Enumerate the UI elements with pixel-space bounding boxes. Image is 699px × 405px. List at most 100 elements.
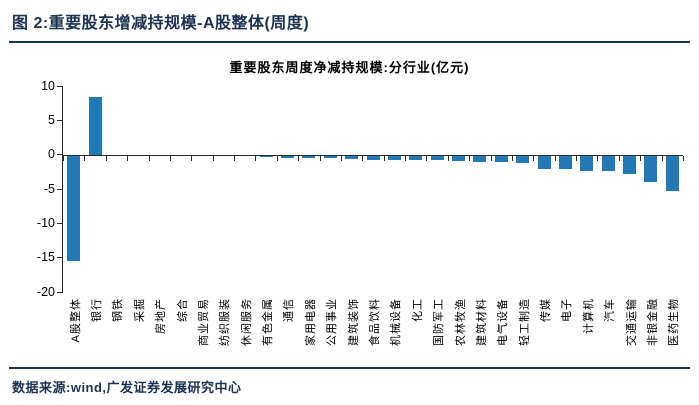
category-label: 采掘: [133, 298, 146, 322]
x-tick: [319, 155, 321, 161]
category-label: 公用事业: [326, 298, 339, 346]
x-tick: [362, 155, 364, 161]
bar: [494, 155, 508, 162]
category-label: 家用电器: [304, 298, 317, 346]
bar: [537, 155, 551, 169]
bar: [430, 155, 444, 161]
y-tick: [57, 257, 62, 259]
bar: [387, 155, 401, 160]
bar: [558, 155, 572, 170]
y-tick-label: 10: [41, 78, 55, 93]
x-tick: [661, 155, 663, 161]
y-tick: [57, 154, 62, 156]
y-tick-label: 0: [48, 147, 55, 162]
x-tick: [191, 155, 193, 161]
bar: [345, 155, 359, 160]
category-label: 商业贸易: [197, 298, 210, 346]
figure-title: 图 2:重要股东增减持规模-A股整体(周度): [12, 15, 310, 32]
category-label: 国防军工: [433, 298, 446, 346]
bar: [323, 155, 337, 159]
x-tick: [84, 155, 86, 161]
category-label: 交通运输: [625, 298, 638, 346]
x-tick: [255, 155, 257, 161]
category-label: 电子: [561, 298, 574, 322]
x-tick: [469, 155, 471, 161]
y-tick: [57, 188, 62, 190]
title-underline: [9, 41, 690, 43]
category-label: 医药生物: [668, 298, 681, 346]
category-label: 建筑材料: [475, 298, 488, 346]
bar: [580, 155, 594, 171]
category-label: 建筑装饰: [347, 298, 360, 346]
category-label: 钢铁: [112, 298, 125, 322]
y-tick: [57, 119, 62, 121]
plot-area: 10 5 0 -5 -10 -15 -20 A股整体 银行 钢铁 采掘 房地产 综合 商业贸易 纺织服装 休闲…: [37, 79, 684, 346]
x-axis-zero-line: [63, 154, 683, 156]
category-label: A股整体: [69, 298, 82, 343]
category-label: 有色金属: [262, 298, 275, 346]
y-tick: [57, 85, 62, 87]
category-label: 传媒: [540, 298, 553, 322]
x-tick: [576, 155, 578, 161]
y-tick-label: -15: [36, 250, 55, 265]
x-tick: [298, 155, 300, 161]
y-tick-label: -5: [43, 181, 55, 196]
x-tick: [533, 155, 535, 161]
category-label: 通信: [283, 298, 296, 322]
category-label: 化工: [411, 298, 424, 322]
category-label: 非银金融: [646, 298, 659, 346]
x-tick: [426, 155, 428, 161]
x-tick: [554, 155, 556, 161]
category-label: 食品饮料: [369, 298, 381, 346]
bar: [665, 155, 679, 192]
bar: [88, 96, 102, 155]
bar: [601, 155, 615, 172]
x-tick: [148, 155, 150, 161]
category-label: 轻工制造: [518, 298, 531, 346]
x-tick: [683, 155, 684, 161]
x-tick: [63, 155, 64, 161]
x-tick: [276, 155, 278, 161]
category-label: 农林牧渔: [454, 298, 467, 346]
chart-title: 重要股东周度净减持规模:分行业(亿元): [229, 60, 470, 75]
x-tick: [447, 155, 449, 161]
y-tick-label: -10: [36, 215, 55, 230]
category-label: 汽车: [604, 298, 617, 322]
category-label: 综合: [176, 298, 189, 322]
x-tick: [640, 155, 642, 161]
x-tick: [618, 155, 620, 161]
bar: [409, 155, 423, 161]
x-tick: [405, 155, 407, 161]
bar: [67, 155, 81, 261]
category-label: 休闲服务: [240, 298, 253, 346]
bar: [302, 155, 316, 159]
y-tick-label: -20: [36, 284, 55, 299]
bar: [516, 155, 530, 164]
bar: [280, 155, 294, 158]
y-tick-label: 5: [48, 112, 55, 127]
category-label: 机械设备: [390, 298, 403, 346]
y-tick: [57, 222, 62, 224]
source-divider: [9, 367, 690, 369]
x-tick: [383, 155, 385, 161]
x-tick: [105, 155, 107, 161]
bar: [452, 155, 466, 162]
x-tick: [169, 155, 171, 161]
source-text: 数据来源:wind,广发证券发展研究中心: [12, 380, 242, 395]
bar: [473, 155, 487, 162]
x-tick: [511, 155, 513, 161]
y-axis-line: [62, 86, 63, 293]
category-label: 电气设备: [497, 298, 510, 346]
category-label: 银行: [91, 298, 104, 322]
x-tick: [127, 155, 129, 161]
bar: [644, 155, 658, 183]
x-tick: [490, 155, 492, 161]
bar: [623, 155, 637, 175]
x-tick: [340, 155, 342, 161]
category-label: 纺织服装: [219, 298, 232, 346]
x-tick: [234, 155, 236, 161]
category-label: 计算机: [582, 298, 595, 334]
x-tick: [597, 155, 599, 161]
y-tick: [57, 291, 62, 293]
